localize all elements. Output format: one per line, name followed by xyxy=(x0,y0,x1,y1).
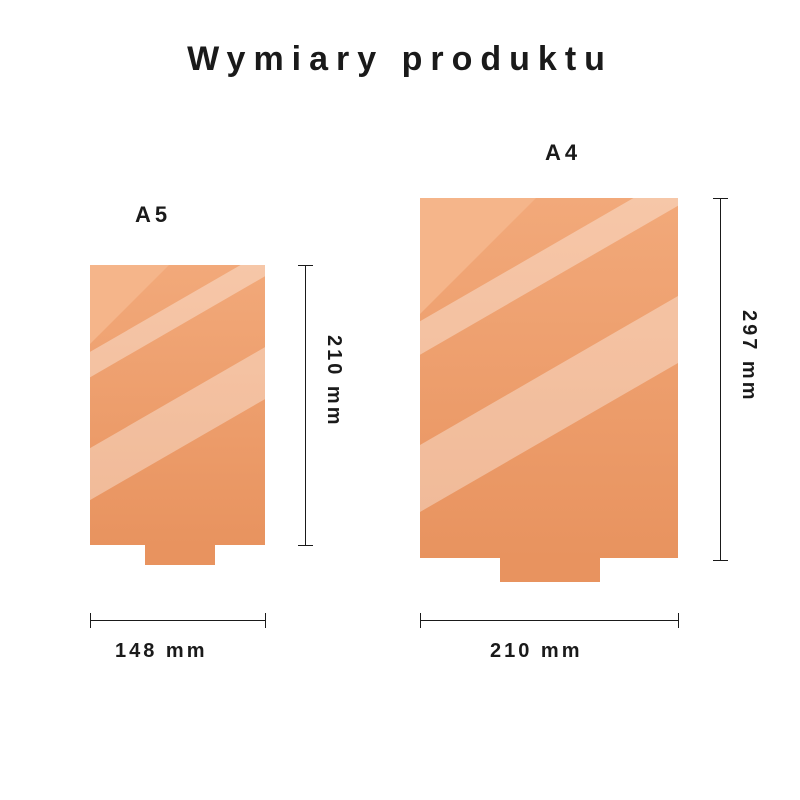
a4-width-tick-left xyxy=(420,613,421,628)
a4-label: A4 xyxy=(545,140,581,166)
a5-height-label: 210 mm xyxy=(322,335,345,428)
a5-height-line xyxy=(305,265,306,545)
a4-width-line xyxy=(420,620,678,621)
a4-height-label: 297 mm xyxy=(737,310,760,403)
page-title: Wymiary produktu xyxy=(0,40,800,79)
a4-height-line xyxy=(720,198,721,560)
a4-width-label: 210 mm xyxy=(490,640,583,663)
a5-width-label: 148 mm xyxy=(115,640,208,663)
a4-width-tick-right xyxy=(678,613,679,628)
a4-panel xyxy=(420,198,678,558)
a5-width-line xyxy=(90,620,265,621)
a5-width-tick-left xyxy=(90,613,91,628)
a5-width-tick-right xyxy=(265,613,266,628)
a5-stand xyxy=(145,545,215,565)
a5-height-tick-top xyxy=(298,265,313,266)
a4-height-tick-bottom xyxy=(713,560,728,561)
a4-stand xyxy=(500,558,600,582)
a5-height-tick-bottom xyxy=(298,545,313,546)
a4-height-tick-top xyxy=(713,198,728,199)
a5-label: A5 xyxy=(135,202,171,228)
a5-panel xyxy=(90,265,265,545)
